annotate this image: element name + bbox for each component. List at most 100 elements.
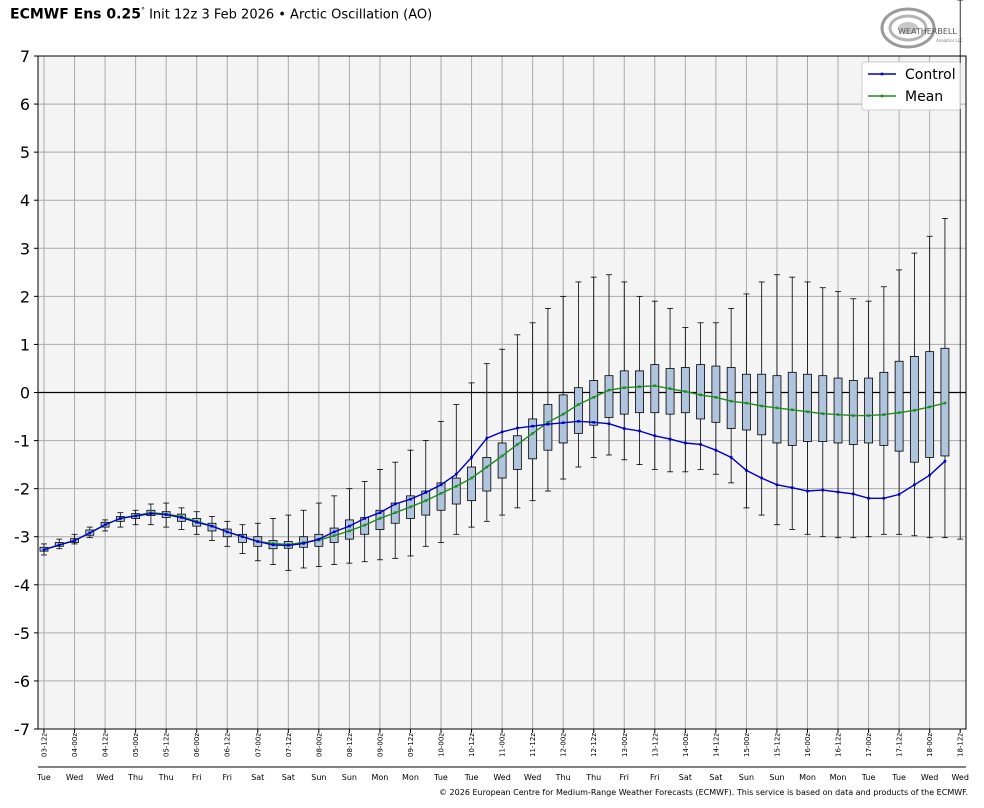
control-point [546, 422, 550, 426]
day-label: Tue [891, 773, 906, 782]
control-point [714, 448, 718, 452]
chart-title: Init 12z 3 Feb 2026 • Arctic Oscillation… [149, 7, 433, 23]
x-tick-label: 07-00z [254, 733, 262, 757]
x-tick-label: 09-00z [376, 733, 384, 757]
x-tick-label: 08-12z [346, 733, 354, 757]
iqr-box [680, 367, 690, 414]
y-tick-label: -4 [14, 576, 30, 595]
control-point [134, 514, 137, 518]
y-tick-label: 6 [20, 95, 30, 114]
iqr-box [451, 477, 461, 505]
day-label: Thu [158, 773, 174, 782]
x-tick-label: 12-00z [560, 733, 568, 757]
day-label: Tue [36, 773, 51, 782]
iqr-box [558, 394, 568, 444]
x-tick-label: 03-12z [41, 733, 49, 757]
control-point [256, 540, 260, 543]
control-point [409, 497, 412, 501]
y-tick-label: -3 [14, 528, 30, 547]
control-point [729, 456, 733, 459]
legend-marker [880, 94, 884, 98]
mean-point [790, 408, 794, 412]
iqr-box [879, 371, 889, 446]
mean-point [332, 534, 336, 538]
y-tick-label: -1 [14, 432, 30, 451]
mean-point [516, 443, 519, 446]
mean-point [928, 405, 931, 409]
mean-point [348, 529, 351, 533]
y-tick-label: -6 [14, 672, 30, 691]
x-tick-label: 17-00z [865, 733, 873, 757]
day-label: Tue [433, 773, 448, 782]
iqr-box [726, 367, 736, 429]
day-label: Mon [830, 773, 847, 782]
mean-point [852, 414, 855, 417]
day-label: Thu [127, 773, 143, 782]
x-tick-label: 07-12z [285, 733, 293, 757]
mean-point [363, 523, 366, 527]
y-tick-label: 4 [20, 191, 30, 210]
x-tick-label: 18-12z [957, 733, 965, 757]
x-tick-label: 15-12z [773, 733, 781, 757]
iqr-box [528, 418, 538, 460]
series-lines [42, 384, 947, 551]
day-label: Mon [402, 773, 419, 782]
mean-point [897, 411, 901, 414]
day-label: Fri [650, 773, 660, 782]
day-label: Sat [251, 773, 264, 782]
mean-line [43, 385, 946, 551]
chart-header: ECMWF Ens 0.25° Init 12z 3 Feb 2026 • Ar… [10, 6, 432, 26]
day-label: Sun [739, 773, 754, 782]
iqr-box [619, 370, 629, 415]
day-label: Wed [921, 773, 938, 782]
day-label: Fri [192, 773, 202, 782]
legend-label: Control [905, 67, 956, 83]
control-line [43, 420, 946, 551]
control-point [684, 441, 687, 445]
iqr-box [818, 375, 828, 442]
iqr-box [772, 375, 782, 444]
control-point [302, 542, 305, 545]
day-label: Sat [282, 773, 295, 782]
control-point [775, 483, 779, 487]
x-tick-label: 10-12z [468, 733, 476, 757]
mean-point [729, 399, 733, 403]
logo-text: WEATHERBELL [898, 27, 957, 36]
mean-point [454, 484, 458, 488]
day-label: Sat [709, 773, 722, 782]
x-tick-label: 15-00z [743, 733, 751, 757]
control-point [470, 456, 473, 459]
control-point [363, 517, 366, 520]
control-point [622, 427, 626, 430]
control-point [73, 539, 76, 542]
x-tick-label: 04-00z [71, 733, 79, 757]
x-tick-label: 09-12z [407, 733, 415, 757]
control-point [485, 436, 489, 440]
model-name: ECMWF Ens 0.25 [10, 6, 141, 23]
logo-subtext: Analytics LLC [936, 38, 963, 43]
day-label: Wed [524, 773, 541, 782]
iqr-box [574, 387, 583, 434]
mean-point [409, 505, 412, 509]
y-tick-label: 5 [20, 143, 30, 162]
legend-marker [880, 72, 884, 76]
control-point [393, 502, 397, 506]
legend-label: Mean [905, 89, 943, 105]
mean-point [577, 403, 580, 406]
credit-line: © 2026 European Centre for Medium-Range … [439, 788, 968, 797]
iqr-box [696, 364, 706, 420]
degree-symbol: ° [140, 6, 145, 15]
iqr-box [512, 435, 522, 470]
day-label: Fri [619, 773, 629, 782]
control-point [317, 537, 321, 541]
day-label: Sat [679, 773, 692, 782]
iqr-box [497, 442, 507, 479]
mean-point [424, 499, 428, 502]
iqr-box [650, 364, 660, 414]
iqr-box [803, 373, 812, 442]
mean-point [607, 388, 611, 392]
x-tick-label: 06-00z [193, 733, 201, 757]
iqr-box [757, 373, 767, 436]
mean-point [531, 432, 534, 435]
day-label: Sun [342, 773, 357, 782]
